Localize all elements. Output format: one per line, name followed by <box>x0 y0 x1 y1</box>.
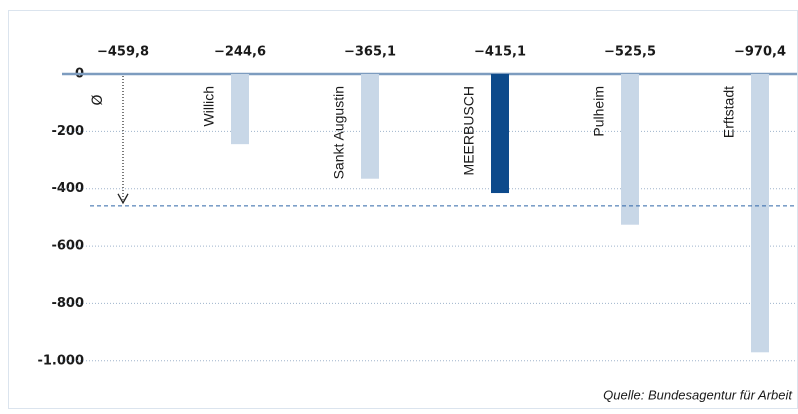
bar <box>361 74 379 179</box>
bar <box>231 74 249 145</box>
frame <box>8 10 798 409</box>
arrow-head <box>117 193 129 205</box>
value-label: −525,5 <box>604 45 656 60</box>
y-tick-label: -800 <box>51 296 84 311</box>
bar <box>621 74 639 225</box>
category-label: Sankt Augustin <box>331 86 347 179</box>
source: Quelle: Bundesagentur für Arbeit <box>603 387 793 402</box>
category-label: Pulheim <box>591 86 607 137</box>
bar <box>751 74 769 353</box>
y-tick-label: -400 <box>51 181 84 196</box>
average-value-label: −459,8 <box>97 45 149 60</box>
average-label: Ø <box>90 94 106 105</box>
value-label: −244,6 <box>214 45 266 60</box>
category-label: Willich <box>201 86 217 126</box>
value-label: −970,4 <box>734 45 786 60</box>
y-tick-label: -1.000 <box>37 353 84 368</box>
value-label: −365,1 <box>344 45 396 60</box>
value-label: −415,1 <box>474 45 526 60</box>
y-tick-label: -200 <box>51 124 84 139</box>
bar <box>491 74 509 194</box>
category-label: MEERBUSCH <box>461 86 477 175</box>
category-label: Erftstadt <box>721 86 737 138</box>
y-tick-label: -600 <box>51 239 84 254</box>
